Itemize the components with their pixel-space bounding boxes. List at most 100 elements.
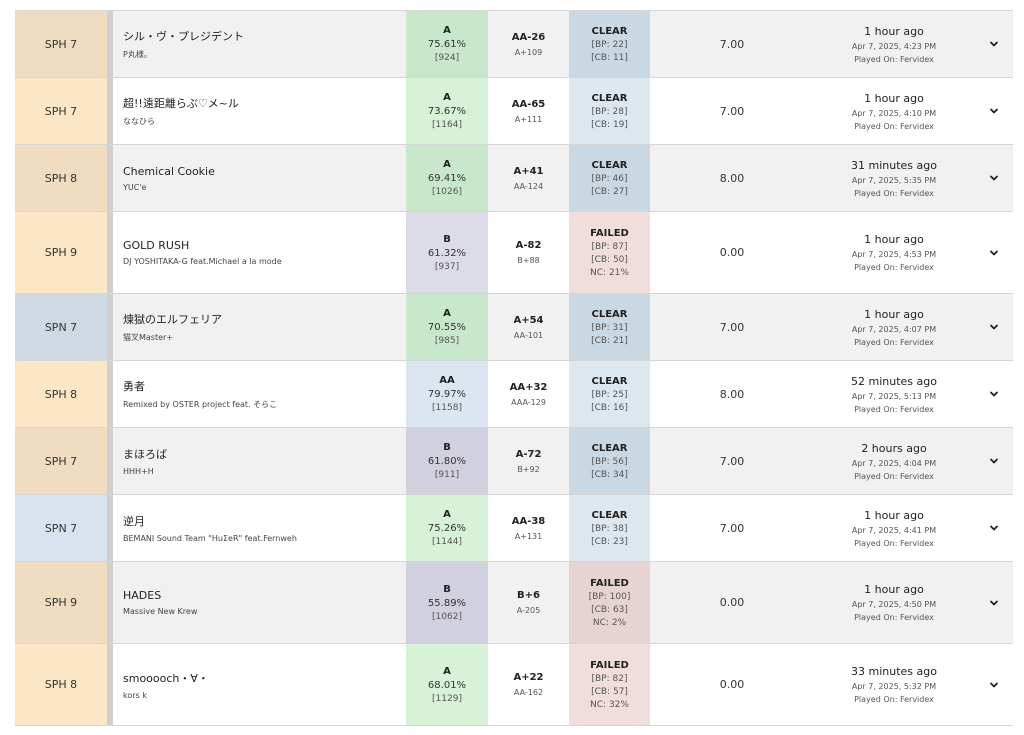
- difficulty-label: SPH 7: [44, 37, 78, 51]
- clear-lamp: CLEAR: [591, 509, 628, 521]
- ex-score: [1026]: [432, 187, 462, 197]
- grade-delta: A+54: [513, 314, 544, 326]
- chevron-down-icon[interactable]: [989, 598, 999, 608]
- row-strip: [107, 78, 113, 144]
- song-artist: ななひら: [123, 117, 155, 126]
- grade-delta: B+6: [517, 590, 540, 601]
- score-row[interactable]: SPN 7 逆月 BEMANI Sound Team "HuΣeR" feat.…: [15, 495, 1013, 562]
- song-title[interactable]: シル・ヴ・プレジデント: [123, 30, 244, 43]
- cb-count: [CB: 57]: [591, 686, 628, 697]
- clear-lamp: FAILED: [590, 227, 629, 239]
- score-row[interactable]: SPH 8 勇者 Remixed by OSTER project feat. …: [15, 361, 1013, 428]
- difficulty-cell: SPH 8: [15, 361, 107, 427]
- song-title[interactable]: HADES: [123, 589, 162, 602]
- played-on: Played On: Fervidex: [854, 188, 934, 198]
- difficulty-label: SPN 7: [44, 521, 78, 535]
- score-row[interactable]: SPN 7 煉獄のエルフェリア 猫叉Master+ A 70.55% [985]…: [15, 294, 1013, 361]
- played-on: Played On: Fervidex: [854, 54, 934, 64]
- grade-letter: A: [443, 509, 451, 520]
- lamp-cell: CLEAR [BP: 31] [CB: 21]: [569, 294, 650, 360]
- rating-cell: 0.00: [650, 644, 814, 725]
- lamp-cell: CLEAR [BP: 28] [CB: 19]: [569, 78, 650, 144]
- song-title[interactable]: 逆月: [123, 515, 145, 528]
- rating-cell: 0.00: [650, 212, 814, 293]
- absolute-time: Apr 7, 2025, 5:32 PM: [851, 682, 937, 691]
- difficulty-cell: SPH 7: [15, 428, 107, 494]
- song-artist: kors k: [123, 690, 147, 700]
- ex-score: [937]: [434, 261, 460, 272]
- score-row[interactable]: SPH 7 シル・ヴ・プレジデント P丸様。 A 75.61% [924] AA…: [15, 11, 1013, 78]
- score-row[interactable]: SPH 8 Chemical Cookie YUC'e A 69.41% [10…: [15, 145, 1013, 212]
- relative-time: 1 hour ago: [864, 307, 924, 321]
- song-title[interactable]: 勇者: [123, 380, 145, 393]
- expand-cell: [974, 361, 1013, 427]
- cb-count: [CB: 23]: [591, 536, 628, 547]
- grade-letter: AA: [439, 375, 455, 386]
- grade-delta-alt: B+88: [517, 256, 540, 265]
- grade-delta-alt: A+111: [514, 114, 543, 124]
- chevron-down-icon[interactable]: [989, 523, 999, 533]
- ex-score: [1129]: [432, 693, 462, 704]
- clear-lamp: CLEAR: [591, 159, 628, 171]
- score-row[interactable]: SPH 7 まほろば HHH+H B 61.80% [911] A-72 B+9…: [15, 428, 1013, 495]
- lamp-cell: CLEAR [BP: 46] [CB: 27]: [569, 145, 650, 211]
- rating-value: 8.00: [719, 171, 745, 185]
- grade-delta: A+41: [513, 165, 544, 177]
- row-strip: [107, 294, 113, 360]
- bp-count: [BP: 82]: [591, 673, 628, 684]
- row-strip: [107, 562, 113, 643]
- chevron-down-icon[interactable]: [989, 39, 999, 49]
- timestamp-cell: 33 minutes ago Apr 7, 2025, 5:32 PM Play…: [814, 644, 974, 725]
- chevron-down-icon[interactable]: [989, 248, 999, 258]
- song-title[interactable]: 煉獄のエルフェリア: [123, 313, 222, 326]
- lamp-cell: FAILED [BP: 87] [CB: 50] NC: 21%: [569, 212, 650, 293]
- song-artist: 猫叉Master+: [123, 333, 174, 342]
- expand-cell: [974, 294, 1013, 360]
- played-on: Played On: Fervidex: [854, 695, 934, 704]
- chevron-down-icon[interactable]: [989, 389, 999, 399]
- song-title[interactable]: smooooch・∀・: [123, 671, 209, 685]
- grade-letter: B: [443, 233, 451, 245]
- rating-cell: 8.00: [650, 361, 814, 427]
- score-row[interactable]: SPH 8 smooooch・∀・ kors k A 68.01% [1129]…: [15, 644, 1013, 726]
- song-title[interactable]: GOLD RUSH: [123, 239, 190, 252]
- grade-delta-cell: B+6 A-205: [488, 562, 569, 643]
- score-row[interactable]: SPH 7 超!!遠距離らぶ♡メ~ル ななひら A 73.67% [1164] …: [15, 78, 1013, 145]
- chevron-down-icon[interactable]: [989, 173, 999, 183]
- chevron-down-icon[interactable]: [989, 456, 999, 466]
- song-cell: smooooch・∀・ kors k: [113, 644, 406, 725]
- played-on: Played On: Fervidex: [854, 471, 934, 481]
- clear-lamp: FAILED: [590, 659, 629, 671]
- song-title[interactable]: 超!!遠距離らぶ♡メ~ル: [123, 97, 239, 110]
- song-title[interactable]: Chemical Cookie: [123, 164, 215, 178]
- cb-count: [CB: 19]: [591, 119, 628, 130]
- row-strip: [107, 428, 113, 494]
- score-row[interactable]: SPH 9 HADES Massive New Krew B 55.89% [1…: [15, 562, 1013, 644]
- grade-delta: A-82: [515, 240, 542, 251]
- song-artist: Remixed by OSTER project feat. そらこ: [123, 400, 278, 409]
- clear-lamp: CLEAR: [591, 25, 628, 37]
- timestamp-cell: 1 hour ago Apr 7, 2025, 4:53 PM Played O…: [814, 212, 974, 293]
- relative-time: 1 hour ago: [864, 91, 924, 105]
- timestamp-cell: 2 hours ago Apr 7, 2025, 4:04 PM Played …: [814, 428, 974, 494]
- grade-letter: A: [443, 665, 451, 677]
- cb-count: [CB: 34]: [591, 469, 628, 480]
- bp-count: [BP: 87]: [591, 241, 628, 252]
- song-cell: 逆月 BEMANI Sound Team "HuΣeR" feat.Fernwe…: [113, 495, 406, 561]
- grade-delta: AA-65: [511, 98, 546, 110]
- song-title[interactable]: まほろば: [123, 448, 167, 461]
- bp-count: [BP: 28]: [591, 106, 628, 117]
- nc-percent: NC: 2%: [592, 617, 627, 628]
- grade-delta-alt: AA-101: [513, 330, 544, 340]
- score-row[interactable]: SPH 9 GOLD RUSH DJ YOSHITAKA-G feat.Mich…: [15, 212, 1013, 294]
- ex-score: [1158]: [432, 403, 462, 413]
- grade-letter: B: [443, 583, 451, 595]
- played-on: Played On: Fervidex: [854, 538, 934, 548]
- grade-cell: A 69.41% [1026]: [406, 145, 488, 211]
- chevron-down-icon[interactable]: [989, 106, 999, 116]
- chevron-down-icon[interactable]: [989, 680, 999, 690]
- difficulty-label: SPN 7: [44, 320, 78, 334]
- relative-time: 31 minutes ago: [851, 158, 937, 172]
- chevron-down-icon[interactable]: [989, 322, 999, 332]
- expand-cell: [974, 644, 1013, 725]
